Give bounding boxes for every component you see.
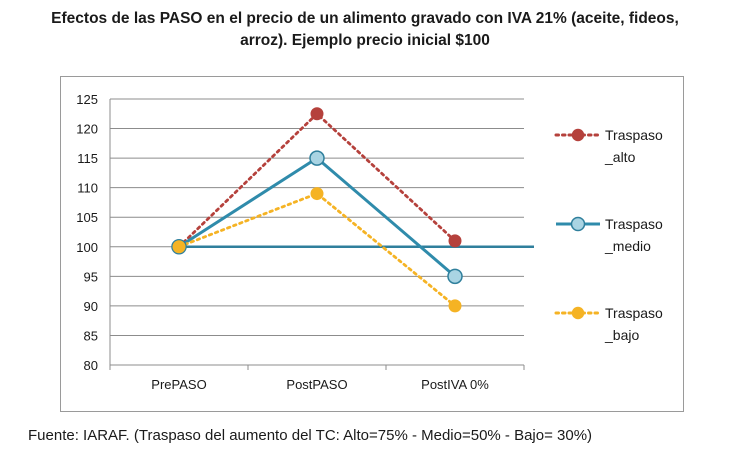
x-tick-label-1: PostPASO xyxy=(286,377,347,392)
y-tick-label-125: 125 xyxy=(76,92,98,107)
legend-label-0-line-1: _alto xyxy=(604,149,636,165)
series-1-point-2 xyxy=(447,268,463,285)
x-tick-label-0: PrePASO xyxy=(151,377,206,392)
y-tick-label-115: 115 xyxy=(77,151,98,166)
series-2-point-2 xyxy=(448,299,462,313)
series-2-point-1 xyxy=(310,187,324,201)
chart-title: Efectos de las PASO en el precio de un a… xyxy=(0,8,730,52)
legend-label-0-line-0: Traspaso xyxy=(605,127,663,143)
legend-label-2-line-1: _bajo xyxy=(604,327,639,343)
series-1-point-1 xyxy=(309,150,325,166)
y-tick-label-95: 95 xyxy=(84,269,98,284)
y-tick-label-85: 85 xyxy=(84,328,98,343)
series-2-point-0 xyxy=(172,240,186,254)
y-tick-label-80: 80 xyxy=(84,358,98,373)
y-tick-label-120: 120 xyxy=(76,122,98,137)
legend-swatch-marker-2 xyxy=(571,306,585,320)
series-0-point-1 xyxy=(310,107,324,121)
y-tick-label-90: 90 xyxy=(84,299,98,314)
series-0-point-2 xyxy=(448,234,462,248)
y-tick-label-100: 100 xyxy=(76,240,98,255)
legend-label-2-line-0: Traspaso xyxy=(605,305,663,321)
series-line-2 xyxy=(177,192,457,308)
legend-label-1-line-0: Traspaso xyxy=(605,216,663,232)
series-line-0 xyxy=(177,112,457,249)
legend-swatch-marker-1 xyxy=(570,216,586,232)
legend-swatch-marker-0 xyxy=(571,128,585,142)
y-tick-label-105: 105 xyxy=(76,210,98,225)
chart-title-line-1: Efectos de las PASO en el precio de un a… xyxy=(51,10,679,27)
chart-title-line-2: arroz). Ejemplo precio inicial $100 xyxy=(240,32,490,49)
legend-label-1-line-1: _medio xyxy=(604,238,651,254)
chart-frame xyxy=(60,76,684,412)
source-note: Fuente: IARAF. (Traspaso del aumento del… xyxy=(28,427,593,444)
y-tick-label-110: 110 xyxy=(77,181,98,196)
x-tick-label-2: PostIVA 0% xyxy=(421,377,489,392)
